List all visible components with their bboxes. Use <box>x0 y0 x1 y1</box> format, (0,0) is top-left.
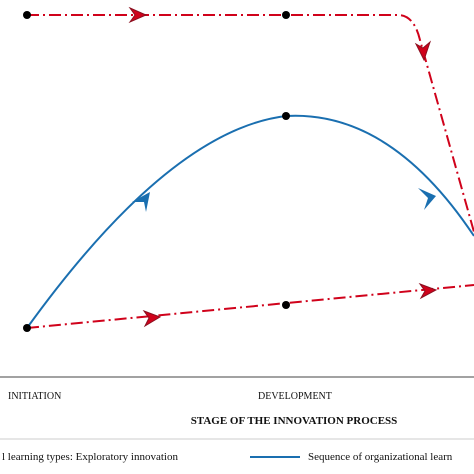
exploitative-path <box>27 14 474 233</box>
legend-label: Sequence of organizational learn <box>308 451 453 463</box>
nodes <box>23 11 290 332</box>
exploratory-path <box>26 284 474 329</box>
learning-sequence-path <box>26 114 474 329</box>
stage-label: INITIATION <box>8 391 61 402</box>
arrows <box>128 6 438 328</box>
axis-title: STAGE OF THE INNOVATION PROCESS <box>191 415 398 427</box>
legend-label: l learning types: Exploratory innovation <box>2 451 178 463</box>
stage-label: DEVELOPMENT <box>258 391 332 402</box>
